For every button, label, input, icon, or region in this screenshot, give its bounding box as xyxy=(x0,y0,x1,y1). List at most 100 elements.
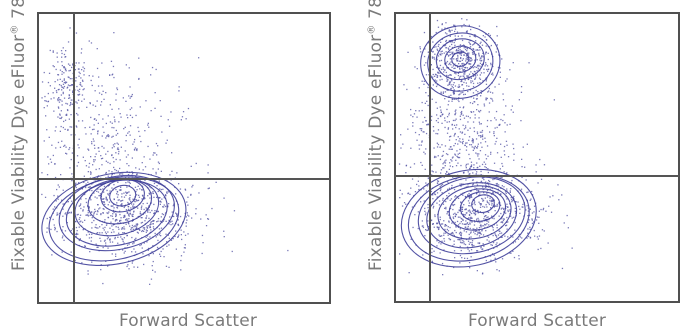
event-dot xyxy=(425,132,428,135)
event-dot xyxy=(176,214,178,216)
event-dot xyxy=(401,193,403,195)
event-dot xyxy=(497,191,499,193)
event-dot xyxy=(476,95,478,97)
event-dot xyxy=(407,192,410,194)
event-dot xyxy=(477,66,479,68)
event-dot xyxy=(118,108,120,110)
event-dot xyxy=(137,199,140,201)
event-dot xyxy=(470,60,472,62)
event-dot xyxy=(462,142,464,145)
event-dot xyxy=(488,224,490,226)
event-dot xyxy=(139,229,141,231)
event-dot xyxy=(499,204,502,206)
event-dot xyxy=(474,233,476,235)
event-dot xyxy=(68,148,70,151)
event-dot xyxy=(454,63,456,65)
event-dot xyxy=(148,217,150,219)
event-dot xyxy=(468,233,470,236)
event-dot xyxy=(424,153,426,155)
event-dot xyxy=(154,232,156,235)
event-dot xyxy=(170,239,173,241)
event-dot xyxy=(497,234,500,236)
event-dot xyxy=(473,228,475,230)
event-dot xyxy=(468,209,471,211)
event-dot xyxy=(421,80,423,82)
event-dot xyxy=(436,49,439,52)
event-dot xyxy=(446,213,448,215)
event-dot xyxy=(454,154,457,156)
event-dot xyxy=(450,88,452,90)
event-dot xyxy=(143,198,145,200)
event-dot xyxy=(180,255,183,257)
event-dot xyxy=(484,154,487,156)
event-dot xyxy=(505,80,507,82)
event-dot xyxy=(107,204,109,206)
event-dot xyxy=(469,117,471,119)
event-dot xyxy=(103,98,105,100)
event-dot xyxy=(469,166,472,168)
event-dot xyxy=(456,31,459,33)
event-dot xyxy=(416,116,418,118)
event-dot xyxy=(469,158,471,160)
event-dot xyxy=(476,109,478,111)
event-dot xyxy=(90,79,92,82)
event-dot xyxy=(44,95,46,98)
event-dot xyxy=(172,223,174,225)
event-dot xyxy=(103,198,105,200)
event-dot xyxy=(474,34,476,36)
event-dot xyxy=(141,221,144,224)
event-dot xyxy=(423,64,426,66)
event-dot xyxy=(504,131,506,133)
event-dot xyxy=(446,170,448,173)
event-dot xyxy=(149,223,151,226)
event-dot xyxy=(152,245,154,247)
event-dot xyxy=(70,84,72,87)
event-dot xyxy=(426,229,428,232)
event-dot xyxy=(70,103,72,105)
event-dot xyxy=(488,240,490,242)
event-dot xyxy=(439,106,441,108)
event-dot xyxy=(465,66,467,69)
event-dot xyxy=(500,118,502,121)
event-dot xyxy=(113,146,115,148)
event-dot xyxy=(98,76,100,78)
event-dot xyxy=(157,220,159,222)
event-dot xyxy=(468,202,471,204)
event-dot xyxy=(430,50,432,52)
event-dot xyxy=(78,71,80,73)
event-dot xyxy=(71,78,73,80)
event-dot xyxy=(527,207,530,209)
event-dot xyxy=(152,168,154,170)
event-dot xyxy=(480,226,482,228)
event-dot xyxy=(159,253,161,255)
event-dot xyxy=(453,91,455,93)
event-dot xyxy=(78,120,80,122)
event-dot xyxy=(95,119,97,121)
event-dot xyxy=(103,131,105,134)
event-dot xyxy=(132,206,134,208)
event-dot xyxy=(231,250,233,253)
event-dot xyxy=(422,131,424,133)
event-dot xyxy=(498,215,500,217)
event-dot xyxy=(482,212,485,215)
event-dot xyxy=(453,92,455,94)
event-dot xyxy=(233,210,236,212)
event-dot xyxy=(79,214,82,216)
event-dot xyxy=(149,197,151,199)
event-dot xyxy=(468,205,470,207)
event-dot xyxy=(211,207,213,210)
event-dot xyxy=(181,116,184,118)
event-dot xyxy=(440,91,442,93)
event-dot xyxy=(470,216,472,218)
event-dot xyxy=(503,171,505,173)
event-dot xyxy=(514,229,516,231)
event-dot xyxy=(414,131,417,134)
event-dot xyxy=(446,53,448,56)
event-dot xyxy=(437,45,439,47)
event-dot xyxy=(65,212,67,214)
event-dot xyxy=(84,245,86,247)
event-dot xyxy=(434,155,436,158)
event-dot xyxy=(463,230,465,232)
event-dot xyxy=(504,122,506,124)
event-dot xyxy=(495,140,497,143)
